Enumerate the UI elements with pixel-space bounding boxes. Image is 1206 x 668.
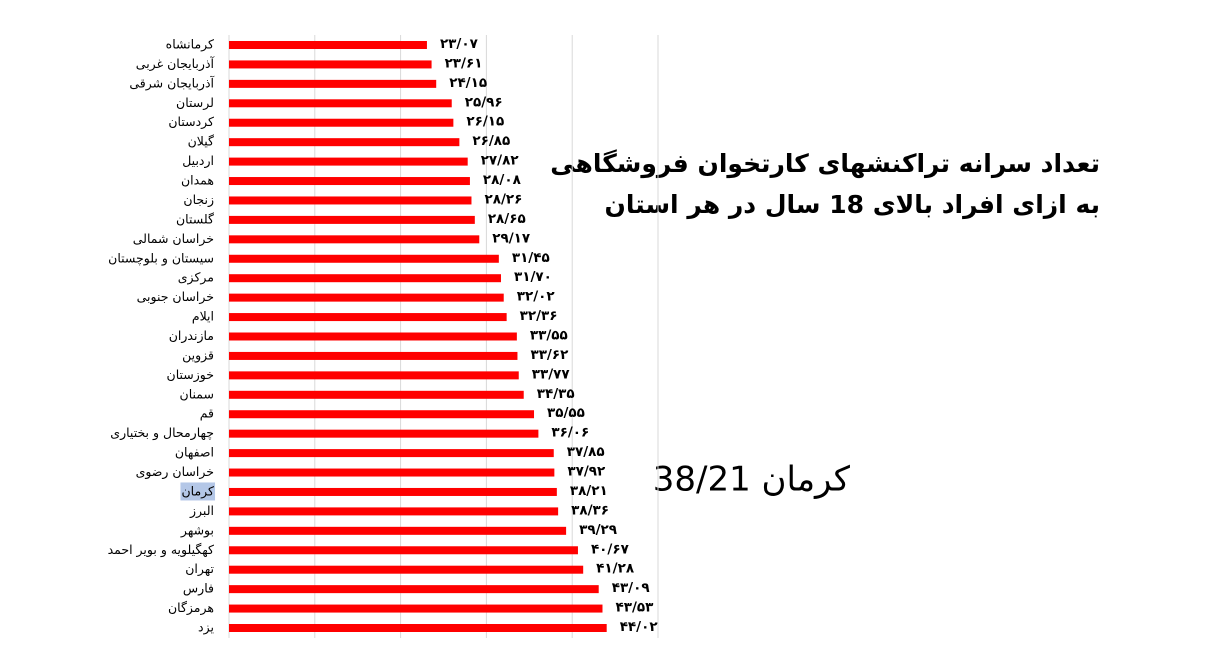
- y-tick-label: خراسان شمالی: [133, 231, 214, 247]
- y-tick-label: قم: [200, 406, 214, 422]
- bar: [229, 390, 524, 399]
- bar: [229, 410, 535, 419]
- chart-subtitle: به ازای افراد بالای 18 سال در هر استان: [605, 190, 1100, 220]
- y-tick-label: همدان: [181, 173, 214, 188]
- bar: [229, 546, 578, 555]
- y-tick-label: سیستان و بلوچستان: [108, 250, 214, 266]
- data-label: ۳۷/۹۲: [567, 464, 606, 480]
- bar: [229, 449, 554, 458]
- data-label: ۳۸/۳۶: [571, 502, 609, 518]
- bar: [229, 585, 599, 594]
- data-label: ۳۷/۸۵: [567, 444, 605, 460]
- data-label: ۴۰/۶۷: [591, 541, 630, 557]
- y-tick-label: بوشهر: [180, 522, 214, 538]
- bar: [229, 254, 499, 263]
- data-label: ۳۱/۴۵: [512, 250, 550, 266]
- y-tick-label: تهران: [185, 561, 214, 577]
- bar: [229, 371, 519, 380]
- data-label: ۴۳/۰۹: [612, 580, 650, 596]
- bar: [229, 487, 557, 496]
- data-label: ۳۳/۶۲: [530, 347, 569, 363]
- y-tick-label: لرستان: [176, 95, 214, 111]
- data-label: ۴۳/۵۳: [615, 600, 654, 616]
- y-tick-label: سمنان: [180, 386, 214, 401]
- data-label: ۲۳/۶۱: [445, 55, 483, 71]
- bar: [229, 99, 452, 108]
- bar: [229, 118, 454, 127]
- y-tick-label: هرمزگان: [168, 600, 214, 616]
- data-label: ۳۱/۷۰: [514, 269, 552, 285]
- y-tick-label: آذربایجان شرقی: [129, 75, 214, 91]
- bar: [229, 351, 518, 360]
- y-tick-label: کرمانشاه: [166, 37, 214, 53]
- y-tick-label: آذربایجان غربی: [136, 56, 215, 72]
- highlight: [180, 482, 216, 501]
- y-tick-label: فارس: [183, 581, 214, 597]
- y-tick-label: اصفهان: [175, 445, 214, 461]
- data-label: ۲۷/۸۲: [481, 153, 520, 169]
- data-label: ۳۹/۲۹: [579, 522, 617, 538]
- data-label: ۲۴/۱۵: [449, 75, 487, 91]
- bar: [229, 565, 584, 574]
- data-label: ۳۴/۳۵: [537, 386, 575, 402]
- y-tick-label: خوزستان: [167, 367, 214, 383]
- data-label: ۳۳/۷۷: [532, 366, 571, 382]
- bar: [229, 624, 607, 632]
- data-label: ۳۲/۰۲: [517, 289, 556, 305]
- data-label: ۲۸/۲۶: [484, 191, 522, 207]
- annotation: کرمان 38/21: [653, 460, 851, 500]
- data-label: ۳۵/۵۵: [547, 405, 585, 421]
- data-label: ۳۶/۰۶: [551, 425, 589, 441]
- bar: [229, 332, 517, 341]
- y-tick-label: کردستان: [168, 114, 214, 130]
- bar: [229, 274, 501, 283]
- y-tick-label: اردبیل: [182, 153, 214, 169]
- bar: [229, 468, 555, 477]
- y-tick-label: یزد: [198, 620, 214, 636]
- bar: [229, 196, 472, 205]
- y-tick-label: خراسان جنوبی: [137, 289, 214, 305]
- chart-title: تعداد سرانه تراکنشهای کارتخوان فروشگاهی: [550, 149, 1100, 179]
- y-tick-label: مازندران: [169, 328, 214, 344]
- y-tick-label: گیلان: [188, 134, 214, 149]
- bar: [229, 235, 480, 244]
- data-label: ۲۶/۱۵: [466, 114, 504, 130]
- bar: [229, 604, 603, 613]
- y-tick-label: البرز: [189, 503, 214, 519]
- bar: [229, 157, 468, 166]
- bar: [229, 429, 539, 438]
- data-label: ۳۸/۲۱: [570, 483, 608, 499]
- y-tick-label: چهارمحال و بختیاری: [110, 425, 214, 441]
- data-label: ۳۳/۵۵: [530, 328, 568, 344]
- data-label: ۲۳/۰۷: [440, 36, 479, 52]
- y-tick-label: گلستان: [176, 211, 214, 226]
- bar: [229, 138, 460, 147]
- bar: [229, 526, 567, 535]
- bar: [229, 215, 475, 224]
- bar: [229, 41, 427, 49]
- data-label: ۲۸/۰۸: [483, 172, 522, 188]
- data-label: ۲۵/۹۶: [465, 94, 503, 110]
- data-label: ۳۲/۳۶: [520, 308, 558, 324]
- y-tick-label: مرکزی: [178, 270, 214, 286]
- y-tick-label: کرمان: [181, 483, 214, 499]
- y-tick-label: زنجان: [183, 192, 214, 208]
- y-tick-label: قزوین: [182, 347, 214, 363]
- y-tick-label: کهگیلویه و بویر احمد: [108, 542, 214, 558]
- data-label: ۴۴/۰۲: [620, 619, 659, 635]
- data-label: ۲۸/۶۵: [488, 211, 526, 227]
- bar: [229, 60, 432, 69]
- data-label: ۴۱/۲۸: [596, 561, 635, 577]
- y-tick-label: ایلام: [192, 309, 214, 324]
- bar: [229, 177, 470, 186]
- bar: [229, 507, 559, 516]
- bar: [229, 313, 507, 322]
- y-tick-label: خراسان رضوی: [136, 464, 214, 480]
- data-label: ۲۹/۱۷: [492, 230, 531, 246]
- bar: [229, 79, 437, 88]
- data-label: ۲۶/۸۵: [472, 133, 510, 149]
- bar: [229, 293, 504, 302]
